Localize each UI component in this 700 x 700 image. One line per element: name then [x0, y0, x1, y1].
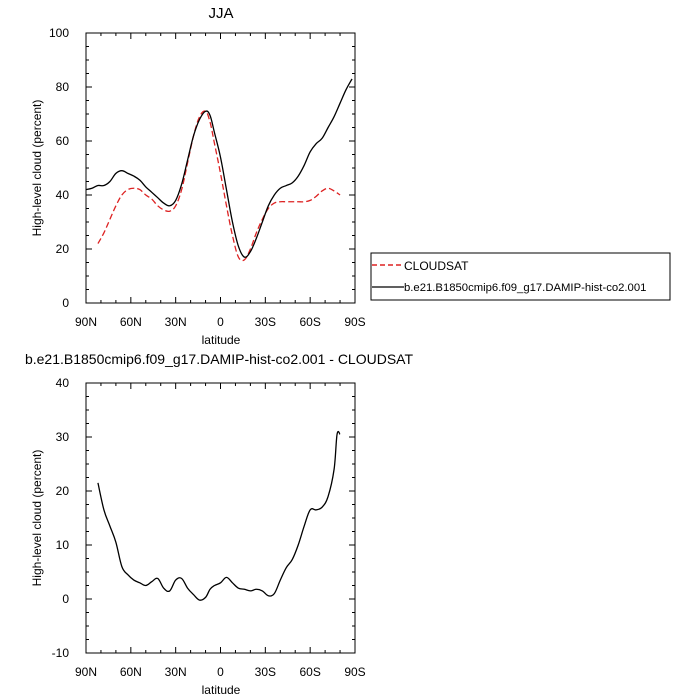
bottom-chart-ytick-label: -10 [52, 646, 70, 660]
legend-label-cloudsat: CLOUDSAT [404, 259, 469, 273]
top-chart-ytick-label: 60 [56, 134, 70, 148]
top-chart-series-line-model [85, 78, 353, 258]
top-chart-ylabel: High-level cloud (percent) [30, 100, 44, 237]
top-chart-ytick-label: 20 [56, 242, 70, 256]
top-chart-xtick-label: 30N [165, 315, 187, 329]
top-chart-series-line-cloudsat [97, 110, 341, 262]
bottom-chart-frame [85, 382, 356, 654]
top-chart-xtick-label: 90S [344, 315, 365, 329]
top-chart-ytick-label: 0 [62, 296, 69, 310]
legend-label-model: b.e21.B1850cmip6.f09_g17.DAMIP-hist-co2.… [404, 282, 646, 294]
top-chart-xtick-label: 30S [255, 315, 276, 329]
bottom-chart-xtick-label: 60N [120, 665, 142, 679]
top-chart-xtick-label: 0 [217, 315, 224, 329]
bottom-chart-xtick-label: 90S [344, 665, 365, 679]
top-chart: JJA 90N 60N 30N 0 30S 60S 90S 0 20 40 60 80 100 lati… [30, 5, 671, 347]
top-chart-xtick-label: 60N [120, 315, 142, 329]
bottom-chart-xlabel: latitude [202, 683, 241, 697]
top-chart-ytick-label: 80 [56, 80, 70, 94]
bottom-chart-ylabel: High-level cloud (percent) [30, 450, 44, 587]
bottom-chart-xtick-label: 30N [165, 665, 187, 679]
bottom-chart-xtick-label: 0 [217, 665, 224, 679]
top-chart-xtick-label: 90N [75, 315, 97, 329]
bottom-chart-xtick-label: 60S [299, 665, 320, 679]
bottom-chart-xtick-label: 90N [75, 665, 97, 679]
legend-box [370, 252, 671, 301]
bottom-chart-ytick-label: 10 [56, 538, 70, 552]
bottom-chart: b.e21.B1850cmip6.f09_g17.DAMIP-hist-co2.… [25, 351, 413, 697]
top-chart-ytick-label: 40 [56, 188, 70, 202]
top-chart-title: JJA [208, 5, 233, 22]
top-chart-frame [85, 32, 356, 304]
top-chart-ytick-label: 100 [49, 26, 69, 40]
bottom-chart-title: b.e21.B1850cmip6.f09_g17.DAMIP-hist-co2.… [25, 351, 413, 367]
bottom-chart-ytick-label: 30 [56, 430, 70, 444]
bottom-chart-ytick-label: 0 [62, 592, 69, 606]
top-chart-xlabel: latitude [202, 333, 241, 347]
bottom-chart-xtick-label: 30S [255, 665, 276, 679]
top-chart-xtick-label: 60S [299, 315, 320, 329]
bottom-chart-ytick-label: 20 [56, 484, 70, 498]
bottom-chart-ytick-label: 40 [56, 376, 70, 390]
bottom-chart-series-line-difference [97, 430, 341, 601]
top-chart-legend: CLOUDSAT b.e21.B1850cmip6.f09_g17.DAMIP-… [370, 252, 671, 301]
